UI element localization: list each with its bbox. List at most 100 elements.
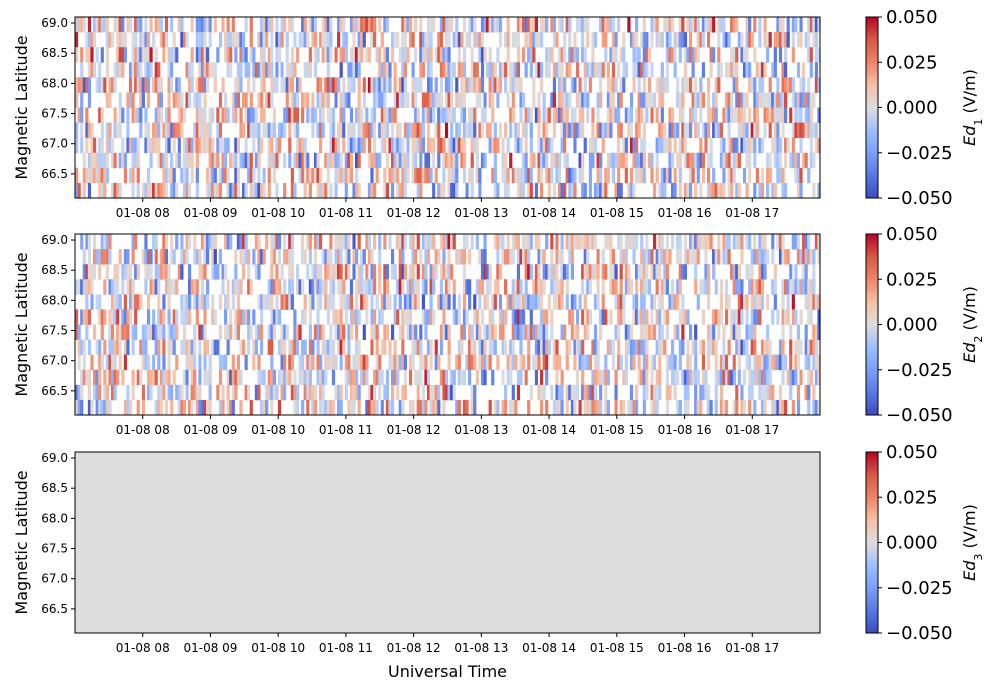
heatmap-cell [419, 152, 423, 169]
heatmap-cell [784, 182, 788, 199]
heatmap-cell [524, 324, 528, 340]
heatmap-cell [694, 17, 698, 33]
heatmap-cell [439, 182, 443, 199]
heatmap-cell [262, 32, 266, 48]
heatmap-cell [501, 249, 505, 265]
heatmap-cell [136, 77, 140, 93]
heatmap-cell [691, 17, 695, 33]
heatmap-cell [239, 107, 243, 123]
heatmap-cell [758, 249, 762, 265]
heatmap-cell [496, 77, 500, 93]
heatmap-cell [778, 152, 783, 169]
heatmap-cell [167, 167, 171, 184]
heatmap-cell [814, 324, 819, 340]
heatmap-cell [426, 137, 431, 154]
heatmap-cell [583, 294, 587, 310]
heatmap-cell [601, 369, 605, 386]
heatmap-cell [170, 384, 174, 401]
heatmap-cell [298, 77, 302, 93]
heatmap-cell [306, 264, 310, 280]
heatmap-cell [244, 234, 248, 250]
heatmap-cell [118, 354, 122, 371]
heatmap-cell [506, 249, 510, 265]
heatmap-cell [809, 137, 813, 154]
heatmap-cell [344, 152, 348, 169]
heatmap-cell [357, 32, 361, 48]
heatmap-cell [552, 107, 556, 123]
heatmap-cell [671, 339, 675, 356]
heatmap-cell [694, 122, 698, 139]
heatmap-cell [568, 92, 572, 108]
heatmap-cell [411, 234, 415, 250]
heatmap-cell [814, 77, 819, 93]
heatmap-cell [144, 32, 148, 48]
heatmap-cell [537, 107, 541, 123]
heatmap-cell [462, 152, 467, 169]
heatmap-cell [380, 122, 384, 139]
heatmap-cell [378, 17, 382, 33]
heatmap-cell [516, 279, 521, 295]
heatmap-cell [396, 384, 400, 401]
heatmap-cell [683, 369, 688, 386]
heatmap-cell [483, 234, 487, 250]
heatmap-cell [514, 354, 518, 371]
heatmap-cell [290, 77, 294, 93]
heatmap-cell [167, 47, 171, 63]
heatmap-cell [676, 234, 680, 250]
heatmap-cell [660, 77, 664, 93]
heatmap-cell [596, 279, 600, 295]
heatmap-cell [311, 167, 315, 184]
heatmap-cell [730, 47, 734, 63]
heatmap-cell [362, 279, 366, 295]
heatmap-cell [172, 309, 176, 325]
heatmap-cell [321, 107, 325, 123]
heatmap-cell [570, 77, 574, 93]
heatmap-cell [465, 354, 469, 371]
heatmap-cell [424, 47, 428, 63]
heatmap-cell [257, 369, 261, 386]
heatmap-cell [807, 399, 811, 416]
heatmap-cell [444, 384, 449, 401]
heatmap-cell [393, 137, 397, 154]
heatmap-cell [270, 122, 274, 139]
heatmap-cell [763, 107, 767, 123]
heatmap-cell [794, 122, 798, 139]
heatmap-cell [288, 122, 292, 139]
heatmap-cell [283, 354, 287, 371]
heatmap-cell [193, 354, 197, 371]
heatmap-cell [103, 234, 107, 250]
heatmap-cell [480, 249, 485, 265]
heatmap-cell [262, 167, 266, 184]
heatmap-cell [439, 77, 443, 93]
heatmap-cell [393, 77, 397, 93]
heatmap-cell [545, 47, 549, 63]
heatmap-cell [208, 399, 212, 416]
heatmap-cell [164, 107, 169, 123]
heatmap-cell [781, 32, 785, 48]
heatmap-cell [185, 309, 189, 325]
heatmap-cell [444, 17, 449, 33]
heatmap-cell [429, 17, 433, 33]
heatmap-cell [455, 399, 459, 416]
heatmap-cell [447, 339, 451, 356]
heatmap-cell [190, 354, 194, 371]
heatmap-cell [501, 399, 505, 416]
heatmap-cell [629, 167, 634, 184]
heatmap-cell [719, 152, 723, 169]
heatmap-cell [768, 339, 772, 356]
heatmap-cell [583, 62, 587, 78]
heatmap-cell [609, 152, 613, 169]
heatmap-cell [560, 17, 564, 33]
heatmap-cell [575, 122, 580, 139]
heatmap-cell [766, 107, 770, 123]
heatmap-cell [308, 279, 312, 295]
heatmap-cell [557, 47, 562, 63]
heatmap-cell [162, 122, 166, 139]
heatmap-cell [326, 92, 330, 108]
heatmap-cell [565, 339, 569, 356]
heatmap-cell [470, 167, 474, 184]
heatmap-cell [709, 324, 713, 340]
heatmap-cell [411, 32, 415, 48]
heatmap-cell [357, 47, 361, 63]
heatmap-cell [252, 77, 256, 93]
